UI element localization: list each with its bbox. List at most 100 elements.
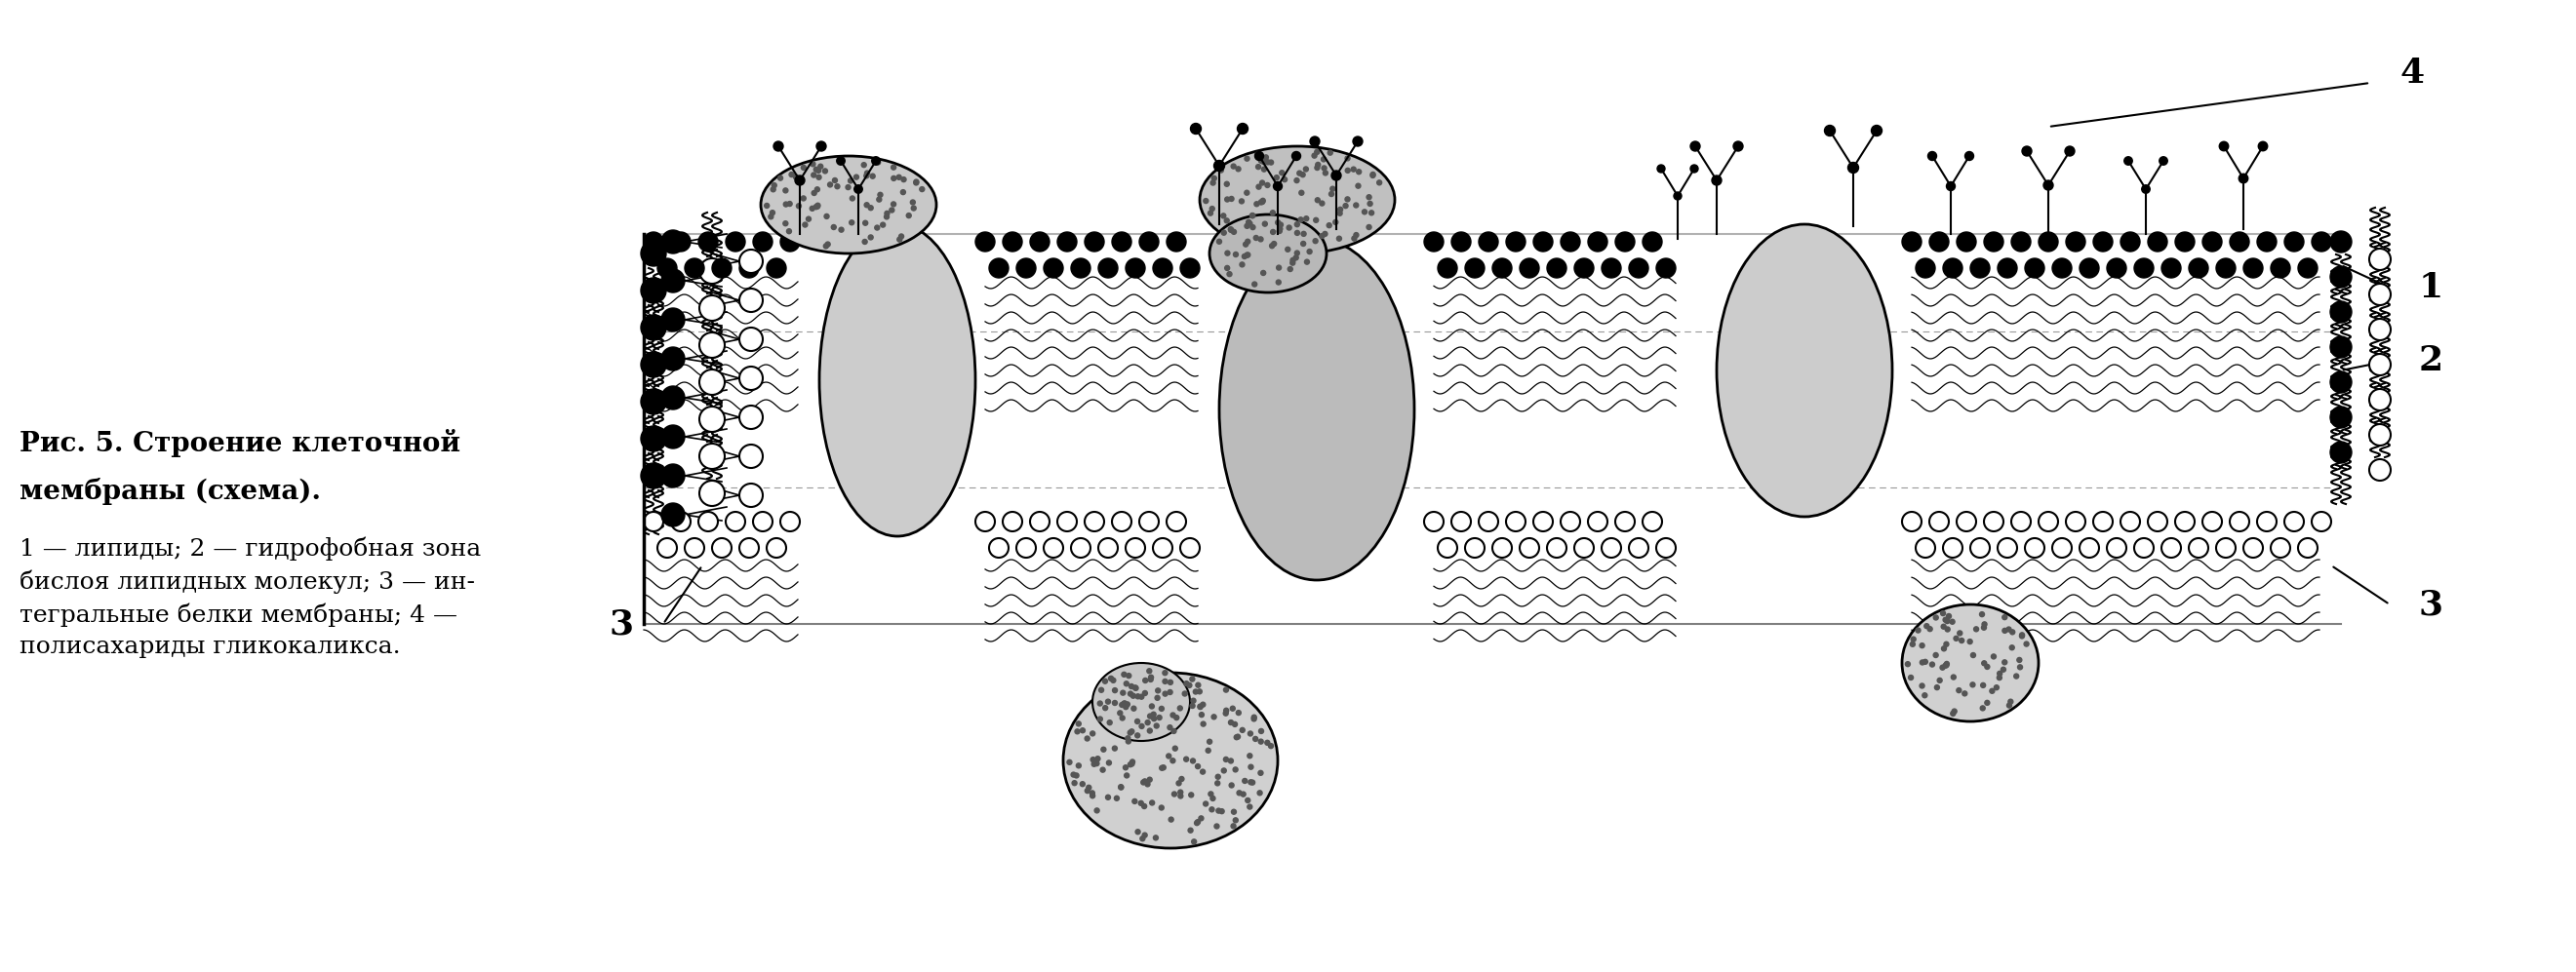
- Circle shape: [1321, 156, 1327, 161]
- Circle shape: [1244, 253, 1249, 258]
- Circle shape: [1520, 259, 1540, 278]
- Circle shape: [1981, 706, 1986, 711]
- Circle shape: [1113, 232, 1131, 252]
- Circle shape: [1249, 213, 1255, 218]
- Text: 4: 4: [2398, 56, 2424, 89]
- Text: 1: 1: [2419, 271, 2445, 304]
- Circle shape: [1919, 683, 1924, 688]
- Circle shape: [1121, 701, 1126, 706]
- Circle shape: [773, 141, 783, 151]
- Circle shape: [1167, 232, 1185, 252]
- Circle shape: [2370, 389, 2391, 410]
- Circle shape: [2331, 336, 2352, 358]
- Circle shape: [698, 512, 719, 532]
- Circle shape: [1275, 280, 1280, 285]
- Circle shape: [1190, 698, 1195, 703]
- Circle shape: [1170, 758, 1175, 763]
- Circle shape: [1334, 172, 1340, 177]
- Circle shape: [1224, 197, 1229, 202]
- Circle shape: [2370, 424, 2391, 445]
- Circle shape: [2012, 232, 2030, 252]
- Circle shape: [1092, 762, 1097, 767]
- Circle shape: [1342, 203, 1347, 208]
- Circle shape: [1200, 721, 1206, 726]
- Circle shape: [891, 202, 896, 207]
- Circle shape: [768, 538, 786, 558]
- Circle shape: [1314, 150, 1319, 155]
- Circle shape: [2002, 615, 2007, 620]
- Circle shape: [1296, 222, 1298, 226]
- Circle shape: [1252, 737, 1257, 742]
- Circle shape: [1321, 165, 1327, 170]
- Circle shape: [2094, 232, 2112, 252]
- Circle shape: [1100, 747, 1105, 752]
- Circle shape: [811, 161, 817, 166]
- Circle shape: [1074, 773, 1079, 778]
- Circle shape: [793, 175, 799, 180]
- Circle shape: [641, 315, 667, 340]
- Circle shape: [1280, 170, 1285, 175]
- Circle shape: [1118, 784, 1123, 789]
- Circle shape: [1113, 701, 1118, 706]
- Circle shape: [1984, 701, 1989, 706]
- Circle shape: [1247, 753, 1252, 758]
- Circle shape: [814, 187, 819, 191]
- Circle shape: [1450, 512, 1471, 532]
- Circle shape: [1906, 662, 1911, 667]
- Circle shape: [1211, 176, 1216, 181]
- Circle shape: [698, 259, 724, 284]
- Circle shape: [1097, 716, 1103, 721]
- Circle shape: [765, 203, 770, 208]
- Circle shape: [1146, 728, 1151, 733]
- Circle shape: [2017, 657, 2022, 662]
- Circle shape: [824, 244, 829, 249]
- Circle shape: [1303, 260, 1309, 264]
- Circle shape: [1291, 260, 1296, 265]
- Circle shape: [1229, 196, 1234, 201]
- Circle shape: [768, 214, 773, 219]
- Circle shape: [1278, 223, 1283, 227]
- Circle shape: [1270, 229, 1275, 234]
- Circle shape: [1492, 259, 1512, 278]
- Circle shape: [1141, 836, 1144, 841]
- Circle shape: [1146, 781, 1149, 786]
- Circle shape: [1226, 271, 1231, 277]
- Circle shape: [1927, 627, 1932, 632]
- Circle shape: [884, 215, 889, 220]
- Circle shape: [2259, 142, 2267, 151]
- Circle shape: [850, 196, 855, 201]
- Circle shape: [1224, 265, 1229, 270]
- Circle shape: [1319, 233, 1324, 238]
- Circle shape: [1139, 694, 1144, 699]
- Circle shape: [1260, 199, 1265, 204]
- Circle shape: [1935, 615, 1937, 620]
- Circle shape: [1139, 512, 1159, 532]
- Circle shape: [1090, 790, 1095, 795]
- Circle shape: [2012, 512, 2030, 532]
- Circle shape: [1329, 187, 1334, 191]
- Circle shape: [1211, 206, 1216, 211]
- Circle shape: [1167, 679, 1172, 684]
- Circle shape: [1193, 839, 1195, 844]
- Circle shape: [1180, 538, 1200, 558]
- Circle shape: [739, 405, 762, 429]
- Circle shape: [770, 210, 775, 215]
- Circle shape: [1450, 232, 1471, 252]
- Circle shape: [2025, 538, 2045, 558]
- Circle shape: [1211, 796, 1216, 801]
- Circle shape: [644, 512, 662, 532]
- Circle shape: [783, 188, 788, 192]
- Circle shape: [739, 328, 762, 351]
- Circle shape: [2148, 232, 2166, 252]
- Circle shape: [1231, 229, 1236, 234]
- Circle shape: [876, 159, 881, 165]
- Circle shape: [1945, 661, 1950, 666]
- Circle shape: [657, 538, 677, 558]
- Circle shape: [1229, 227, 1234, 232]
- Circle shape: [1824, 125, 1834, 136]
- Circle shape: [2161, 259, 2182, 278]
- Circle shape: [773, 183, 775, 188]
- Circle shape: [1924, 624, 1929, 629]
- Circle shape: [1327, 151, 1332, 156]
- Circle shape: [2133, 538, 2154, 558]
